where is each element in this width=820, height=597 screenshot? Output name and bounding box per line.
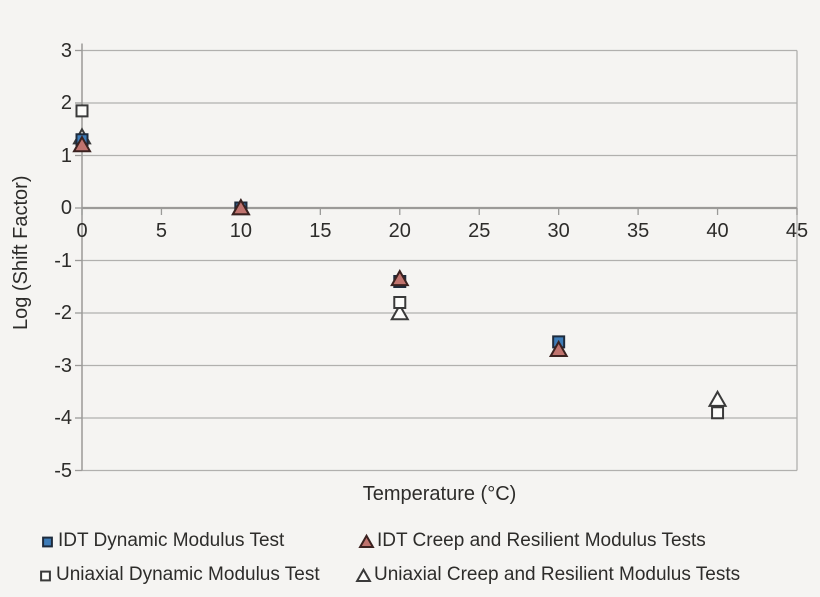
y-tick-label: -3 xyxy=(54,354,72,377)
x-tick-label: 40 xyxy=(706,220,729,242)
data-point-marker xyxy=(711,406,725,420)
y-tick-label: -5 xyxy=(54,459,72,482)
legend-marker-glyph xyxy=(355,567,372,582)
x-tick-label: 35 xyxy=(626,220,650,242)
open-square-marker-icon xyxy=(37,567,54,584)
legend-label: IDT Dynamic Modulus Test xyxy=(58,530,285,551)
open-triangle-marker-icon xyxy=(355,567,372,584)
x-axis-title: Temperature (°C) xyxy=(362,483,517,505)
x-tick-label: 20 xyxy=(388,220,411,242)
y-tick-label: 1 xyxy=(60,144,72,167)
y-tick-label: 2 xyxy=(60,92,72,114)
legend-marker-glyph xyxy=(40,570,51,581)
data-point-marker xyxy=(42,536,53,547)
x-tick-label: 25 xyxy=(468,220,491,242)
y-tick-label: -4 xyxy=(54,407,72,429)
legend-marker-glyph xyxy=(42,536,53,547)
data-point-marker xyxy=(40,570,51,581)
legend-marker-glyph xyxy=(358,533,375,548)
legend-item-uniaxial-creep-resilient: Uniaxial Creep and Resilient Modulus Tes… xyxy=(355,564,740,586)
legend-label: Uniaxial Creep and Resilient Modulus Tes… xyxy=(374,564,741,585)
y-tick-label: 3 xyxy=(60,39,72,62)
legend-item-uniaxial-dynamic-modulus: Uniaxial Dynamic Modulus Test xyxy=(37,564,320,586)
data-point-marker xyxy=(358,533,375,548)
x-tick-label: 45 xyxy=(785,220,809,242)
y-tick-label: -2 xyxy=(54,302,72,324)
legend-label: Uniaxial Dynamic Modulus Test xyxy=(56,564,320,585)
y-tick-label: 0 xyxy=(60,197,72,219)
data-point-marker xyxy=(393,296,407,309)
data-point-marker xyxy=(355,567,372,582)
data-point-marker xyxy=(707,389,728,407)
data-point-marker xyxy=(390,303,410,321)
filled-triangle-marker-icon xyxy=(358,533,375,550)
legend-item-idt-creep-resilient: IDT Creep and Resilient Modulus Tests xyxy=(358,530,706,552)
data-point-marker xyxy=(75,104,89,118)
data-point-marker xyxy=(72,135,92,153)
x-tick-label: 30 xyxy=(547,220,570,242)
legend-label: IDT Creep and Resilient Modulus Tests xyxy=(377,530,706,551)
y-tick-label: -1 xyxy=(54,249,72,272)
filled-square-marker-icon xyxy=(39,533,56,550)
data-point-marker xyxy=(231,198,251,216)
data-point-marker xyxy=(548,339,569,357)
x-tick-label: 0 xyxy=(76,220,88,242)
x-tick-label: 10 xyxy=(229,220,252,242)
x-tick-label: 15 xyxy=(309,220,332,242)
x-tick-label: 5 xyxy=(155,220,167,242)
legend-item-idt-dynamic-modulus: IDT Dynamic Modulus Test xyxy=(39,530,284,552)
data-point-marker xyxy=(390,269,410,287)
